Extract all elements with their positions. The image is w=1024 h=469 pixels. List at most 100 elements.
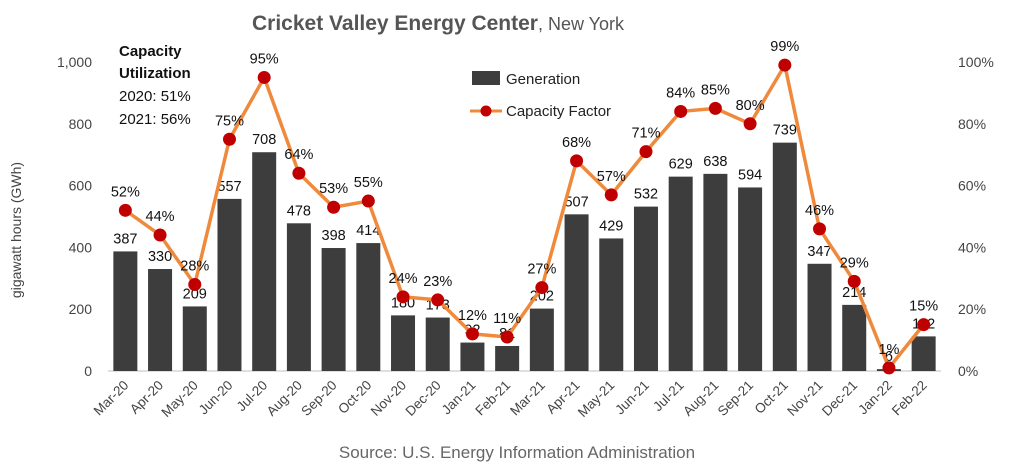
capacity-factor-label: 85%: [701, 82, 730, 98]
generation-bar-label: 708: [252, 132, 276, 148]
capacity-factor-label: 46%: [805, 203, 834, 219]
chart-title: Cricket Valley Energy Center, New York: [252, 12, 625, 35]
capacity-factor-marker: [327, 200, 341, 214]
generation-bar: [668, 176, 693, 371]
generation-bar-label: 180: [391, 295, 415, 311]
generation-bar-label: 629: [669, 157, 693, 173]
generation-bar: [495, 345, 520, 371]
generation-bar-label: 330: [148, 249, 172, 265]
capacity-factor-marker: [535, 281, 549, 295]
generation-bar: [738, 187, 763, 371]
note-heading-1: Capacity: [119, 43, 182, 60]
capacity-factor-series: 52% 44% 28% 75% 95% 64% 53% 55% 24% 23% 12% 11% 27% 6…: [111, 39, 938, 375]
generation-bar: [321, 248, 346, 371]
capacity-factor-label: 29%: [840, 255, 869, 271]
y-axis-label: gigawatt hours (GWh): [8, 162, 24, 298]
x-tick-label: Jan-22: [855, 378, 895, 418]
generation-bar-label: 478: [287, 203, 311, 219]
generation-bar: [633, 206, 658, 371]
y-axis-left: 0 200 400 600 800 1,000: [57, 54, 92, 379]
capacity-factor-label: 64%: [284, 147, 313, 163]
x-tick-label: Jun-21: [612, 378, 652, 418]
generation-bar-label: 557: [217, 179, 241, 195]
capacity-factor-label: 44%: [146, 209, 175, 225]
note-heading-2: Utilization: [119, 65, 191, 82]
capacity-utilization-note: Capacity Utilization 2020: 51% 2021: 56%: [119, 43, 191, 128]
capacity-factor-label: 71%: [631, 126, 660, 142]
capacity-factor-marker: [465, 327, 479, 341]
x-tick-label: Oct-21: [752, 378, 791, 417]
generation-bar: [286, 223, 311, 371]
x-tick-label: Feb-22: [889, 378, 930, 419]
x-tick-label: Jan-21: [439, 378, 479, 418]
generation-bar: [252, 152, 277, 371]
capacity-factor-marker: [917, 318, 931, 332]
capacity-factor-marker: [292, 166, 306, 180]
capacity-factor-marker: [222, 132, 236, 146]
x-tick-label: Nov-20: [368, 378, 409, 419]
x-tick-label: Feb-21: [472, 378, 513, 419]
x-tick-label: Nov-21: [784, 378, 825, 419]
capacity-factor-marker: [639, 145, 653, 159]
x-tick-label: Aug-20: [264, 378, 305, 419]
generation-bar-label: 739: [773, 123, 797, 139]
capacity-factor-marker: [188, 277, 202, 291]
source-note: Source: U.S. Energy Information Administ…: [339, 443, 695, 462]
generation-bar-label: 532: [634, 187, 658, 203]
chart-title-main: Cricket Valley Energy Center: [252, 12, 538, 35]
x-tick-label: Sep-20: [298, 378, 339, 419]
capacity-factor-label: 15%: [909, 299, 938, 315]
x-tick-label: Aug-21: [680, 378, 721, 419]
generation-bar-labels: 3873302095577084783984141801739281202507…: [113, 123, 935, 365]
capacity-factor-label: 23%: [423, 274, 452, 290]
generation-bar: [182, 306, 207, 371]
capacity-factor-label: 52%: [111, 184, 140, 200]
generation-bar: [703, 173, 728, 371]
capacity-factor-label: 53%: [319, 181, 348, 197]
capacity-factor-marker: [604, 188, 618, 202]
generation-bar-label: 594: [738, 167, 762, 183]
capacity-factor-label: 99%: [770, 39, 799, 55]
generation-bar: [113, 251, 138, 371]
capacity-factor-label: 1%: [878, 342, 899, 358]
capacity-factor-label: 11%: [493, 311, 521, 327]
capacity-factor-marker: [500, 330, 514, 344]
y-right-tick-label: 0%: [958, 363, 978, 379]
generation-bar-label: 209: [183, 286, 207, 302]
capacity-factor-marker: [118, 203, 132, 217]
capacity-factor-label: 24%: [389, 271, 418, 287]
note-line-2021: 2021: 56%: [119, 111, 191, 128]
generation-bar: [807, 263, 832, 371]
generation-bar: [911, 336, 936, 371]
generation-bar: [425, 317, 450, 371]
x-tick-label: Mar-20: [91, 378, 132, 419]
capacity-factor-marker: [570, 154, 584, 168]
capacity-factor-marker: [257, 70, 271, 84]
y-right-tick-label: 20%: [958, 301, 986, 317]
note-line-2020: 2020: 51%: [119, 88, 191, 105]
y-axis-right: 0% 20% 40% 60% 80% 100%: [958, 54, 994, 379]
generation-bar: [356, 243, 381, 371]
generation-bar-label: 347: [807, 244, 831, 260]
y-right-tick-label: 80%: [958, 116, 986, 132]
capacity-factor-marker: [882, 361, 896, 375]
capacity-factor-marker: [743, 117, 757, 131]
generation-bar: [772, 142, 797, 371]
x-tick-label: Dec-20: [402, 378, 443, 419]
x-axis-tick-labels: Mar-20Apr-20May-20Jun-20Jul-20Aug-20Sep-…: [91, 378, 930, 420]
capacity-factor-marker: [674, 104, 688, 118]
capacity-factor-marker: [361, 194, 375, 208]
y-left-tick-label: 1,000: [57, 54, 92, 70]
capacity-factor-marker: [153, 228, 167, 242]
y-left-tick-label: 400: [69, 239, 93, 255]
y-right-tick-label: 40%: [958, 239, 986, 255]
generation-bar: [842, 304, 867, 371]
legend-capacity-marker: [480, 105, 492, 117]
generation-bar: [217, 198, 242, 371]
legend: Generation Capacity Factor: [470, 71, 611, 120]
x-tick-label: May-20: [158, 378, 200, 420]
capacity-factor-label: 12%: [458, 308, 487, 324]
capacity-factor-marker: [778, 58, 792, 72]
capacity-factor-label: 84%: [666, 85, 695, 101]
